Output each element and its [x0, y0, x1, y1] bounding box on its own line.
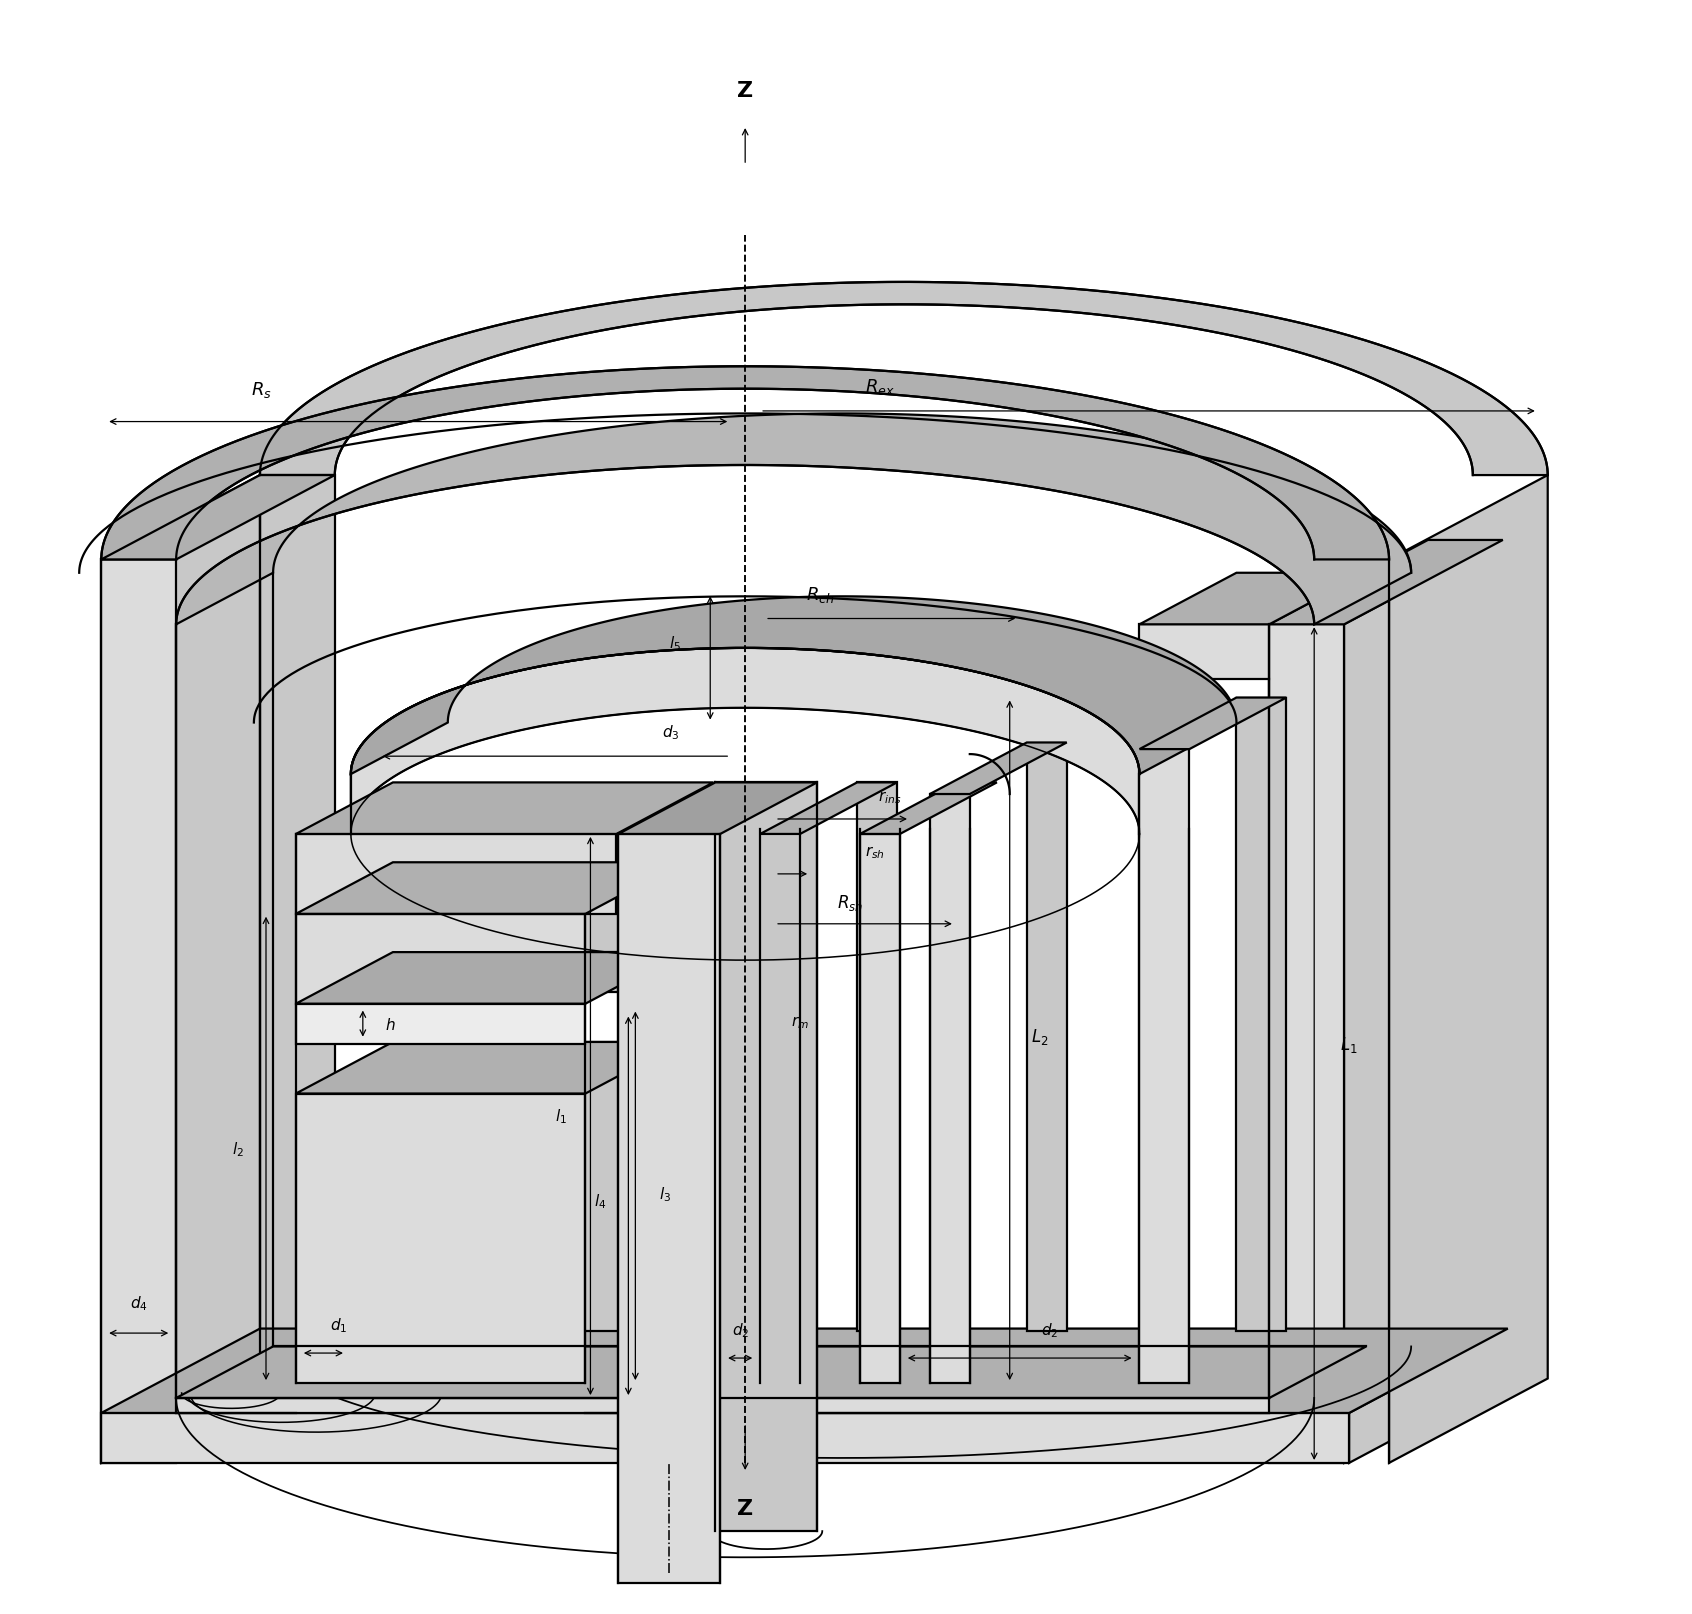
Text: $l_4$: $l_4$	[594, 1191, 607, 1210]
Text: $d_3$: $d_3$	[662, 723, 678, 741]
Polygon shape	[1389, 476, 1548, 1462]
Text: $l_5$: $l_5$	[670, 634, 682, 654]
Polygon shape	[1139, 625, 1269, 679]
Text: $R_{sh}$: $R_{sh}$	[838, 893, 863, 912]
Polygon shape	[296, 863, 682, 914]
Text: $l_3$: $l_3$	[660, 1185, 672, 1202]
Polygon shape	[393, 863, 682, 952]
Polygon shape	[102, 366, 1389, 560]
Polygon shape	[1269, 625, 1343, 1462]
Polygon shape	[261, 476, 335, 1378]
Text: $R_{ch}$: $R_{ch}$	[805, 584, 834, 604]
Polygon shape	[931, 794, 970, 1383]
Polygon shape	[1139, 573, 1365, 625]
Polygon shape	[296, 914, 585, 1004]
Text: $l_2$: $l_2$	[232, 1139, 244, 1157]
Text: $R_s$: $R_s$	[250, 379, 271, 399]
Text: Z: Z	[738, 81, 753, 102]
Polygon shape	[350, 597, 1237, 775]
Polygon shape	[102, 476, 261, 1462]
Polygon shape	[296, 1094, 585, 1383]
Polygon shape	[261, 282, 1548, 476]
Polygon shape	[1269, 541, 1502, 625]
Polygon shape	[296, 783, 714, 834]
Text: $L_2$: $L_2$	[1030, 1027, 1049, 1046]
Polygon shape	[1237, 699, 1286, 1332]
Text: $L_1$: $L_1$	[1340, 1035, 1359, 1054]
Polygon shape	[393, 952, 682, 993]
Polygon shape	[1428, 541, 1502, 1378]
Polygon shape	[176, 415, 1411, 625]
Polygon shape	[618, 783, 817, 834]
Polygon shape	[618, 834, 721, 1583]
Polygon shape	[102, 560, 176, 1462]
Polygon shape	[1027, 742, 1066, 1332]
Polygon shape	[860, 834, 900, 1383]
Text: $h$: $h$	[386, 1015, 396, 1031]
Text: $l_1$: $l_1$	[555, 1107, 567, 1125]
Polygon shape	[176, 1346, 1365, 1398]
Text: $d_2$: $d_2$	[731, 1320, 750, 1340]
Polygon shape	[102, 476, 335, 560]
Polygon shape	[296, 1004, 585, 1044]
Polygon shape	[860, 783, 997, 834]
Text: $r_m$: $r_m$	[792, 1014, 809, 1030]
Polygon shape	[102, 1328, 1508, 1414]
Polygon shape	[102, 1414, 1349, 1462]
Polygon shape	[716, 783, 817, 1532]
Polygon shape	[858, 783, 897, 1332]
Polygon shape	[760, 834, 800, 1383]
Polygon shape	[931, 742, 1066, 794]
Text: $d_2$: $d_2$	[1041, 1320, 1058, 1340]
Text: $d_1$: $d_1$	[330, 1315, 347, 1335]
Polygon shape	[176, 1398, 1269, 1414]
Text: $d_4$: $d_4$	[130, 1294, 147, 1312]
Polygon shape	[1139, 749, 1189, 1383]
Polygon shape	[760, 783, 897, 834]
Text: Z: Z	[738, 1498, 753, 1517]
Text: $r_{ins}$: $r_{ins}$	[878, 789, 902, 805]
Text: $r_{sh}$: $r_{sh}$	[865, 844, 885, 860]
Polygon shape	[296, 1043, 682, 1094]
Polygon shape	[296, 952, 682, 1004]
Polygon shape	[393, 1043, 682, 1332]
Polygon shape	[1349, 1328, 1508, 1462]
Polygon shape	[350, 649, 1139, 834]
Text: $R_{ex}$: $R_{ex}$	[865, 376, 895, 397]
Polygon shape	[1139, 699, 1286, 749]
Polygon shape	[261, 1328, 1508, 1378]
Polygon shape	[296, 834, 616, 914]
Polygon shape	[1343, 541, 1502, 1462]
